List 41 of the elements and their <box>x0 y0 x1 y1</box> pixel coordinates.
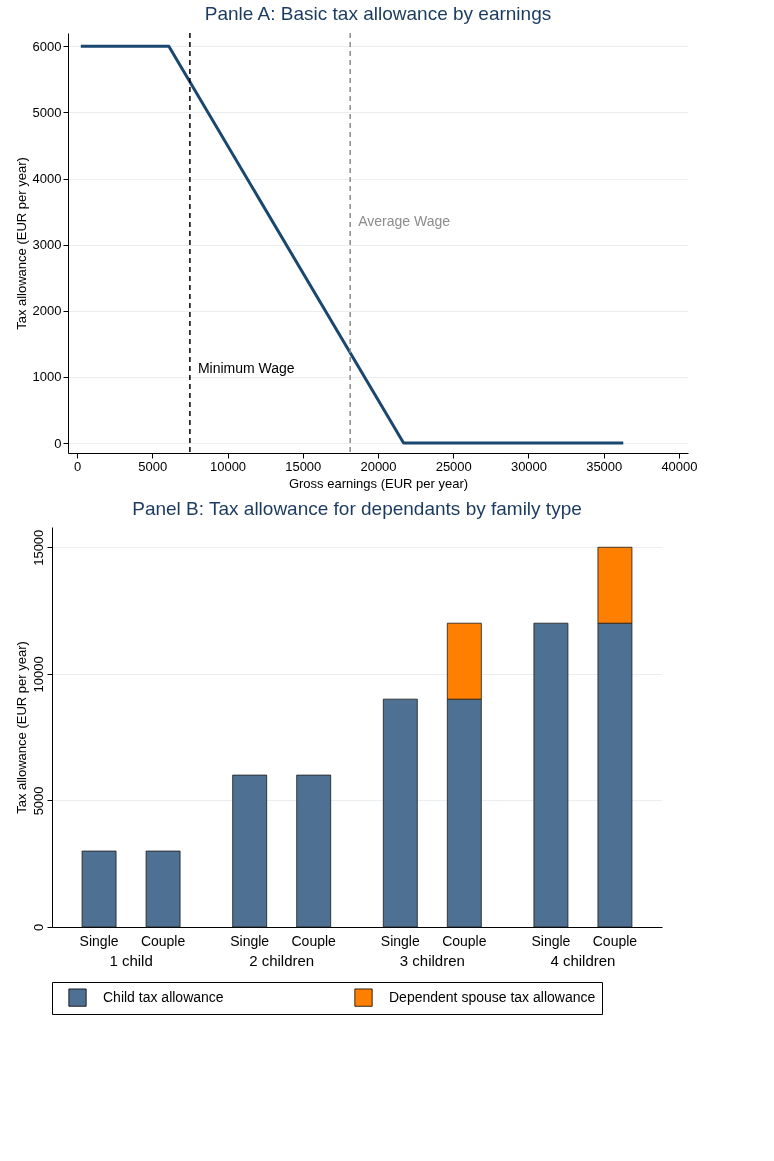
x-tick-label: Couple <box>291 933 337 949</box>
y-tick-label: 5000 <box>30 786 46 816</box>
chart-title: Panle A: Basic tax allowance by earnings <box>204 3 552 25</box>
text: 2 children <box>249 951 315 969</box>
text: 3 children <box>399 951 465 969</box>
x-tick-label: 35000 <box>586 458 623 474</box>
x-tick-label: 25000 <box>435 458 472 474</box>
x-tick-label: Single <box>230 933 270 949</box>
x-tick-label: 5000 <box>138 458 168 474</box>
y-tick-label: 10000 <box>30 656 46 693</box>
x-tick-label: 10000 <box>209 458 247 474</box>
x-tick-label: 20000 <box>360 458 397 474</box>
x-axis-title: Gross earnings (EUR per year) <box>288 475 469 491</box>
y-tick-label: 2000 <box>32 303 62 319</box>
x-tick-label: Single <box>380 933 420 949</box>
y-tick-label: 0 <box>30 923 46 932</box>
y-axis-title: Tax allowance (EUR per year) <box>13 157 29 330</box>
ref-line-label: Average Wage <box>358 213 451 229</box>
y-axis-title: Tax allowance (EUR per year) <box>13 641 29 814</box>
x-tick-label: Couple <box>592 933 638 949</box>
x-tick-label: 40000 <box>661 458 698 474</box>
y-tick-label: 3000 <box>32 237 62 253</box>
x-tick-label: Single <box>531 933 571 949</box>
x-tick-label: 15000 <box>285 458 322 474</box>
y-tick-label: 4000 <box>32 171 62 187</box>
y-tick-label: 6000 <box>32 38 62 54</box>
x-tick-label: 30000 <box>510 458 548 474</box>
y-tick-label: 5000 <box>32 104 62 120</box>
y-tick-label: 1000 <box>32 369 62 385</box>
x-tick-label: Single <box>79 933 119 949</box>
chart-title: Panel B: Tax allowance for dependants by family type <box>132 498 582 519</box>
y-tick-label: 15000 <box>30 529 46 566</box>
text: 4 children <box>550 951 616 969</box>
x-tick-label: Couple <box>442 933 487 949</box>
legend-label: Child tax allowance <box>103 988 224 1005</box>
text: 1 child <box>109 951 153 969</box>
x-tick-label: 0 <box>73 458 82 474</box>
ref-line-label: Minimum Wage <box>197 360 295 376</box>
legend-label: Dependent spouse tax allowance <box>389 988 596 1005</box>
x-tick-label: Couple <box>140 933 186 949</box>
y-tick-label: 0 <box>54 435 62 451</box>
